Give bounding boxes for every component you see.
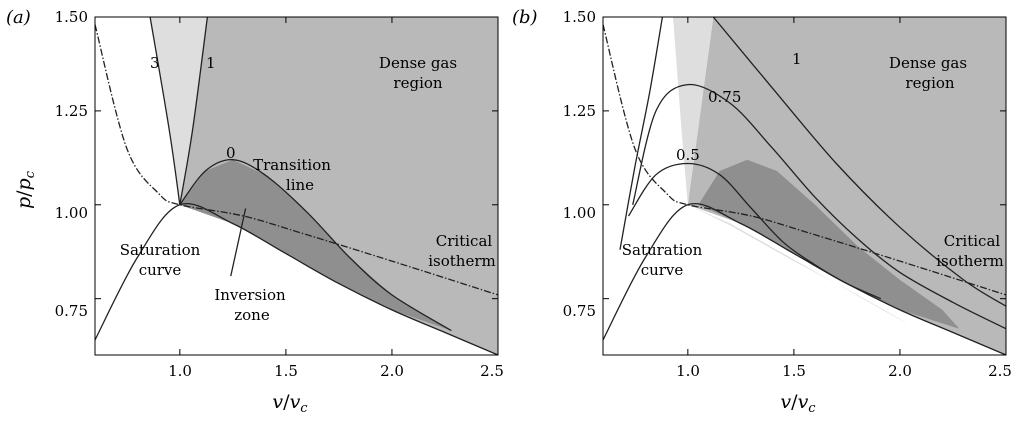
- panel-b-label: (b): [512, 7, 538, 28]
- a-label-3: 3: [150, 54, 160, 72]
- a-label-0: 0: [226, 144, 236, 162]
- curve-075-line: [632, 83, 1006, 330]
- b-saturation-line1: Saturation: [622, 241, 703, 259]
- b-label-075: 0.75: [708, 88, 741, 106]
- a-ytick-100: 1.00: [55, 204, 88, 222]
- a-transition-line2: line: [286, 176, 314, 194]
- b-saturation-line2: curve: [641, 261, 684, 279]
- b-ytick-075: 0.75: [563, 302, 596, 320]
- a-dense-line1: Dense gas: [379, 54, 457, 72]
- light-region: [150, 17, 208, 205]
- b-xtick-20: 2.0: [888, 362, 912, 380]
- a-ytick-075: 0.75: [55, 302, 88, 320]
- curve-1-line: [712, 17, 1006, 307]
- light-region: [673, 17, 911, 325]
- curve-1-line: [179, 17, 209, 205]
- saturation-curve-line: [95, 202, 498, 355]
- b-label-1: 1: [792, 50, 802, 68]
- critical-isotherm-line: [603, 24, 1006, 296]
- b-critical-line1: Critical: [944, 232, 1001, 250]
- steep-curve-line: [619, 17, 664, 250]
- b-dense-line1: Dense gas: [889, 54, 967, 72]
- a-transition-line1: Transition: [253, 156, 331, 174]
- inversion-zone-pointer: [230, 208, 247, 277]
- panel-a-ticks: [95, 16, 499, 355]
- b-critical-line2: isotherm: [936, 252, 1004, 270]
- b-xtick-15: 1.5: [782, 362, 806, 380]
- b-label-05: 0.5: [676, 146, 700, 164]
- b-xtick-25: 2.5: [988, 362, 1012, 380]
- b-dense-line2: region: [905, 74, 954, 92]
- panel-b-ticks: [603, 16, 1007, 355]
- a-xtick-15: 1.5: [274, 362, 298, 380]
- a-ylabel: p/pc: [13, 170, 38, 209]
- curve-05-line: [627, 162, 882, 300]
- a-critical-line2: isotherm: [428, 252, 496, 270]
- a-xlabel: v/vc: [272, 391, 308, 416]
- a-xtick-25: 2.5: [480, 362, 504, 380]
- dense-gas-region: [687, 17, 1006, 355]
- a-label-1: 1: [206, 54, 216, 72]
- inversion-zone-region: [698, 159, 960, 329]
- a-xtick-10: 1.0: [168, 362, 192, 380]
- dense-gas-region: [179, 17, 498, 355]
- a-ytick-125: 1.25: [55, 102, 88, 120]
- panel-b-regions: [603, 17, 1006, 355]
- panel-a-frame: [94, 16, 499, 356]
- a-inversion-line1: Inversion: [214, 286, 286, 304]
- a-saturation-line2: curve: [139, 261, 182, 279]
- a-dense-line2: region: [393, 74, 442, 92]
- panel-a: (a) 1.50 1.25 1.00 0.75 1.0 1.5 2.0 2.5 …: [6, 7, 504, 416]
- a-critical-line1: Critical: [436, 232, 493, 250]
- saturation-curve-line: [603, 202, 1006, 355]
- a-ytick-150: 1.50: [55, 8, 88, 26]
- b-xlabel: v/vc: [780, 391, 816, 416]
- b-xtick-10: 1.0: [676, 362, 700, 380]
- panel-a-regions: [95, 17, 498, 355]
- panel-b-frame: [602, 16, 1007, 356]
- transition-line: [179, 159, 452, 332]
- b-ytick-150: 1.50: [563, 8, 596, 26]
- curve-3-line: [149, 17, 181, 205]
- a-xtick-20: 2.0: [380, 362, 404, 380]
- a-inversion-line2: zone: [234, 306, 270, 324]
- panel-b: (b) 1.50 1.25 1.00 0.75 1.0 1.5 2.0 2.5 …: [512, 7, 1012, 416]
- critical-isotherm-line: [95, 24, 498, 296]
- panel-a-label: (a): [6, 7, 31, 28]
- b-ytick-100: 1.00: [563, 204, 596, 222]
- b-ytick-125: 1.25: [563, 102, 596, 120]
- a-saturation-line1: Saturation: [120, 241, 201, 259]
